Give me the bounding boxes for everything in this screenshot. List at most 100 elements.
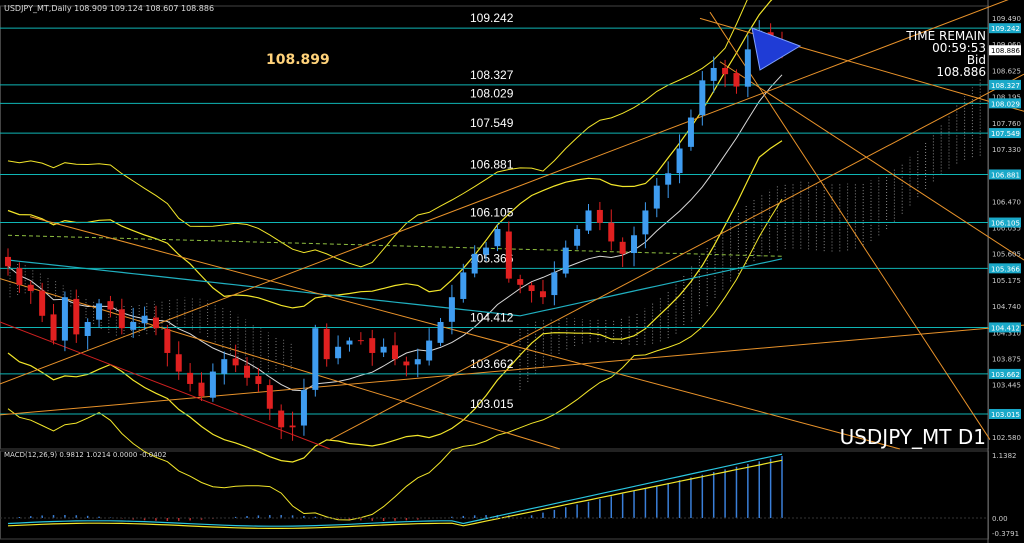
candles — [5, 20, 785, 441]
candle-body — [448, 297, 455, 322]
candle-body — [574, 229, 581, 246]
price-axis-tag — [989, 128, 1021, 139]
price-axis-tag — [989, 79, 1021, 90]
candle-body — [198, 382, 205, 397]
candle-body — [152, 317, 159, 329]
price-axis-tick: 105.175 — [992, 277, 1021, 285]
candle-body — [335, 346, 342, 359]
level-label: 106.105 — [470, 206, 514, 220]
candle-body — [118, 309, 125, 329]
candle-body — [517, 279, 524, 285]
price-axis-tick: 102.580 — [992, 434, 1021, 442]
ichimoku-cloud — [519, 79, 981, 391]
trendline-red — [0, 321, 331, 450]
time-remain-panel: TIME REMAIN 00:59:53 Bid 108.886 — [906, 30, 986, 78]
candle-body — [676, 148, 683, 174]
candle-body — [300, 390, 307, 426]
candle-body — [164, 328, 171, 353]
candle-body — [187, 372, 194, 384]
candle-body — [562, 247, 569, 274]
candle-body — [608, 222, 615, 242]
price-axis-tick: 105.605 — [992, 251, 1021, 259]
price-axis-tag-label: 108.327 — [991, 82, 1020, 90]
time-remain-label: TIME REMAIN — [906, 29, 986, 43]
candle-body — [722, 67, 729, 75]
price-axis-tag — [989, 45, 1021, 56]
price-axis-tick: 107.330 — [992, 146, 1021, 154]
candle-body — [403, 361, 410, 366]
candle-body — [16, 268, 23, 285]
price-axis-tag-label: 104.412 — [991, 324, 1020, 332]
candle-body — [175, 354, 182, 372]
candle-body — [96, 303, 103, 320]
candle-body — [460, 272, 467, 299]
level-label: 106.881 — [470, 157, 514, 171]
trendline — [0, 278, 561, 450]
level-label: 108.029 — [470, 86, 514, 100]
price-axis-tag — [989, 408, 1021, 419]
candle-body — [619, 241, 626, 254]
candle-body — [84, 321, 91, 336]
price-axis-tag — [989, 322, 1021, 333]
price-axis-tick: 108.195 — [992, 94, 1021, 102]
level-label: 109.242 — [470, 11, 514, 25]
price-axis-tick: 107.760 — [992, 120, 1021, 128]
candle-body — [141, 315, 148, 324]
candle-body — [27, 284, 34, 292]
candle-body — [380, 346, 387, 353]
triangle-pattern — [751, 27, 802, 71]
chart-header: USDJPY_MT,Daily 108.909 109.124 108.607 … — [4, 4, 215, 13]
candle-body — [426, 340, 433, 361]
price-axis-tag — [989, 23, 1021, 34]
candle-body — [107, 301, 114, 310]
price-axis-tag-label: 105.366 — [991, 265, 1020, 273]
price-axis-tag — [989, 263, 1021, 274]
candle-body — [505, 231, 512, 279]
price-axis-tag-label: 106.105 — [991, 220, 1020, 228]
candle-body — [369, 338, 376, 353]
price-axis-tick: 106.470 — [992, 198, 1021, 206]
price-axis-tag-label: 106.881 — [991, 171, 1020, 179]
bollinger-upper — [7, 0, 773, 309]
candle-body — [687, 117, 694, 147]
candle-body — [744, 49, 751, 87]
candle-body — [494, 229, 501, 247]
bollinger-lower — [7, 140, 783, 463]
level-label: 107.549 — [470, 116, 514, 130]
candle-body — [266, 385, 273, 409]
candle-body — [244, 365, 251, 378]
trendline — [29, 216, 901, 450]
candle-body — [130, 321, 137, 330]
candle-body — [289, 425, 296, 428]
level-label: 105.366 — [470, 251, 514, 265]
candle-body — [255, 376, 262, 384]
candle-body — [596, 209, 603, 223]
candle-body — [471, 253, 478, 274]
candle-body — [392, 345, 398, 360]
price-axis-tag-label: 103.015 — [991, 411, 1020, 419]
level-label: 103.015 — [470, 397, 514, 411]
symbol-label: USDJPY_MT D1 — [839, 425, 986, 449]
candle-body — [39, 290, 46, 316]
price-axis-tag — [989, 217, 1021, 228]
candle-body — [50, 314, 57, 341]
candle-body — [312, 328, 319, 390]
trendline — [329, 73, 1024, 441]
current-price-label: 108.899 — [266, 52, 330, 68]
price-axis-tag-label: 107.549 — [991, 130, 1020, 138]
price-axis-tag-label: 103.662 — [991, 371, 1020, 379]
price-axis-tick: 106.035 — [992, 225, 1021, 233]
candle-body — [539, 291, 546, 298]
level-label: 103.662 — [470, 357, 514, 371]
price-axis-tick: 103.875 — [992, 355, 1021, 363]
candle-body — [665, 173, 672, 185]
trendline — [719, 61, 1024, 261]
price-axis-tag — [989, 98, 1021, 109]
candle-body — [631, 235, 638, 254]
candle-body — [710, 67, 717, 81]
level-label: 108.327 — [470, 68, 514, 82]
candle-body — [323, 328, 330, 360]
candle-body — [528, 285, 535, 292]
